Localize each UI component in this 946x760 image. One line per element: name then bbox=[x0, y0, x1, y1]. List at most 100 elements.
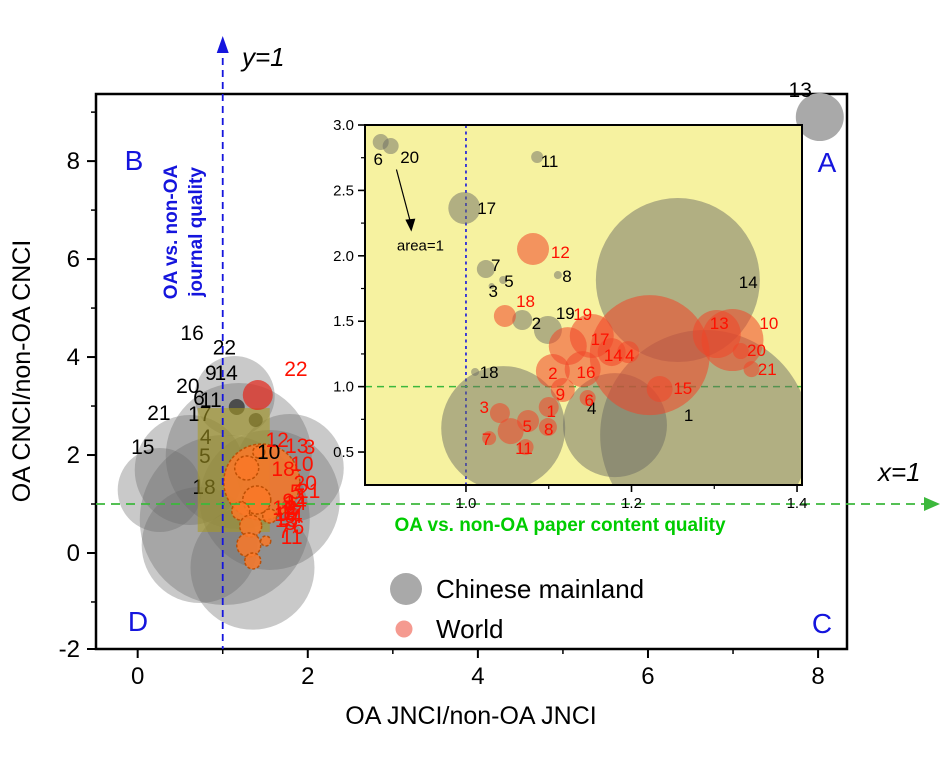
inset-point-label-world: 13 bbox=[710, 314, 729, 333]
legend: Chinese mainland World bbox=[390, 573, 644, 644]
horizontal-refline-label: x=1 bbox=[876, 457, 921, 487]
main-plot: 17451802468-2024681316229142061121151022… bbox=[59, 36, 940, 690]
point-label-chinese-mainland: 13 bbox=[789, 79, 812, 102]
inset-point-label-world: 19 bbox=[573, 305, 592, 324]
inset-bubble-world bbox=[538, 397, 559, 418]
inset-bubble-chinese-mainland bbox=[476, 260, 495, 279]
inset-y-tick-label: 2.5 bbox=[333, 182, 354, 199]
inset-bubble-world bbox=[497, 418, 524, 445]
point-label-world: 8 bbox=[284, 512, 296, 535]
inset-bubble-chinese-mainland bbox=[488, 283, 495, 290]
inset-y-tick-label: 2.0 bbox=[333, 248, 354, 265]
point-label-chinese-mainland: 10 bbox=[257, 441, 280, 464]
point-label-world: 1 bbox=[296, 486, 308, 509]
legend-swatch-world bbox=[395, 620, 413, 638]
bubble-world-orange bbox=[243, 552, 262, 570]
inset-point-label-world: 2 bbox=[548, 364, 557, 383]
bubble-world bbox=[290, 507, 299, 516]
point-label-world: 17 bbox=[279, 502, 302, 525]
inset-point-label-world: 5 bbox=[522, 417, 531, 436]
point-label-chinese-mainland: 11 bbox=[200, 389, 222, 412]
point-label-chinese-mainland: 21 bbox=[147, 402, 170, 425]
inset-point-label-chinese-mainland: 8 bbox=[562, 267, 571, 286]
inset-bubble-layer bbox=[365, 125, 802, 485]
quadrant-label-d: D bbox=[128, 606, 148, 637]
inset-point-label-chinese-mainland: 3 bbox=[489, 282, 498, 301]
legend-label-chinese-mainland: Chinese mainland bbox=[436, 574, 644, 604]
inset-point-label-chinese-mainland: 17 bbox=[477, 199, 496, 218]
y-tick-label: 4 bbox=[67, 344, 80, 371]
inset-plot: 1.0 1.2 1.40.51.01.52.02.53.06 20 1117753821… bbox=[333, 117, 808, 512]
inset-frame bbox=[364, 124, 803, 486]
inset-point-label-chinese-mainland: 4 bbox=[587, 399, 596, 418]
inset-x-tick-label: 1.2 bbox=[621, 495, 642, 512]
main-plot-frame bbox=[94, 92, 849, 651]
inset-bubble-world bbox=[489, 403, 510, 424]
point-label-world: 9 bbox=[282, 490, 294, 513]
inset-x-tick-label: 1.4 bbox=[787, 495, 808, 512]
bubble-world bbox=[281, 499, 292, 510]
inset-bubble-chinese-mainland bbox=[499, 276, 508, 285]
inset-bubble-world bbox=[589, 295, 710, 416]
inset-point-label-world: 15 bbox=[673, 379, 692, 398]
x-tick-label: 6 bbox=[641, 663, 654, 690]
point-label-world: 3 bbox=[304, 436, 316, 459]
area-note-arrowhead bbox=[405, 218, 416, 232]
y-tick-label: 0 bbox=[67, 540, 80, 567]
bubble-chinese-mainland bbox=[117, 447, 202, 532]
inset-point-label-world: 18 bbox=[516, 292, 535, 311]
point-label-chinese-mainland: 6 bbox=[193, 387, 205, 410]
bubble-world bbox=[242, 380, 273, 411]
vertical-refline-label: y=1 bbox=[240, 42, 285, 72]
x-tick-label: 8 bbox=[811, 663, 824, 690]
point-label-world: 10 bbox=[290, 453, 313, 476]
bubble-world-orange bbox=[231, 501, 251, 521]
inset-point-label-world: 14 bbox=[604, 346, 623, 365]
inset-point-label-chinese-mainland: 20 bbox=[400, 148, 419, 167]
bubble-chinese-mainland-13 bbox=[795, 93, 844, 142]
static-text-layer: OA JNCI/non-OA JNCI OA CNCI/non-OA CNCI … bbox=[8, 42, 921, 730]
point-label-world: 20 bbox=[294, 472, 317, 495]
x-tick-label: 4 bbox=[471, 663, 484, 690]
point-label-world: 4 bbox=[291, 505, 303, 528]
point-label-world: 22 bbox=[284, 358, 307, 381]
inset-point-label-world: 1 bbox=[546, 402, 555, 421]
inset-y-tick-label: 3.0 bbox=[333, 117, 354, 134]
point-label-chinese-mainland: 22 bbox=[213, 336, 236, 359]
bubble-world-orange bbox=[262, 508, 278, 524]
point-label-chinese-mainland: 14 bbox=[214, 362, 238, 385]
area-note-text: area=1 bbox=[397, 238, 444, 255]
x-axis-title: OA JNCI/non-OA JNCI bbox=[345, 702, 596, 730]
y-tick-label: 6 bbox=[67, 246, 80, 273]
inset-x-tick-label: 1.0 bbox=[456, 495, 477, 512]
inset-point-label-world: 7 bbox=[482, 430, 491, 449]
inset-bubble-world bbox=[482, 431, 497, 446]
inset-point-label-world: 4 bbox=[625, 346, 634, 365]
y-tick-label: 8 bbox=[67, 148, 80, 175]
inset-point-label-world: 11 bbox=[515, 439, 533, 458]
inset-bubble-world bbox=[538, 418, 557, 437]
inset-bubble-world bbox=[517, 439, 534, 456]
inset-y-tick-label: 1.0 bbox=[333, 379, 354, 396]
point-label-world: 7 bbox=[278, 520, 290, 543]
inset-point-label-world: 12 bbox=[551, 243, 570, 262]
point-label-chinese-mainland: 16 bbox=[180, 322, 203, 345]
point-label-world: 11 bbox=[281, 526, 303, 549]
journal-quality-annotation-line2: journal quality bbox=[186, 167, 207, 298]
inset-bubble-world bbox=[517, 233, 550, 266]
bubble-world-orange bbox=[236, 532, 262, 558]
point-label-chinese-mainland: 9 bbox=[205, 362, 217, 385]
inset-bubble-chinese-mainland bbox=[448, 192, 481, 225]
inset-point-label-world: 20 bbox=[747, 341, 766, 360]
inset-bubble-world bbox=[550, 378, 575, 403]
point-label-world: 2 bbox=[286, 497, 298, 520]
inset-point-label-chinese-mainland: 18 bbox=[480, 363, 499, 382]
inset-bubble-world bbox=[701, 309, 764, 372]
point-label-chinese-mainland: 15 bbox=[131, 436, 154, 459]
inset-point-label-chinese-mainland: 19 bbox=[556, 304, 575, 323]
y-axis-title: OA CNCI/non-OA CNCI bbox=[8, 240, 36, 503]
bubble-world-orange bbox=[241, 485, 272, 515]
point-label-world: 12 bbox=[265, 429, 288, 452]
inset-bubble-world bbox=[579, 390, 596, 407]
